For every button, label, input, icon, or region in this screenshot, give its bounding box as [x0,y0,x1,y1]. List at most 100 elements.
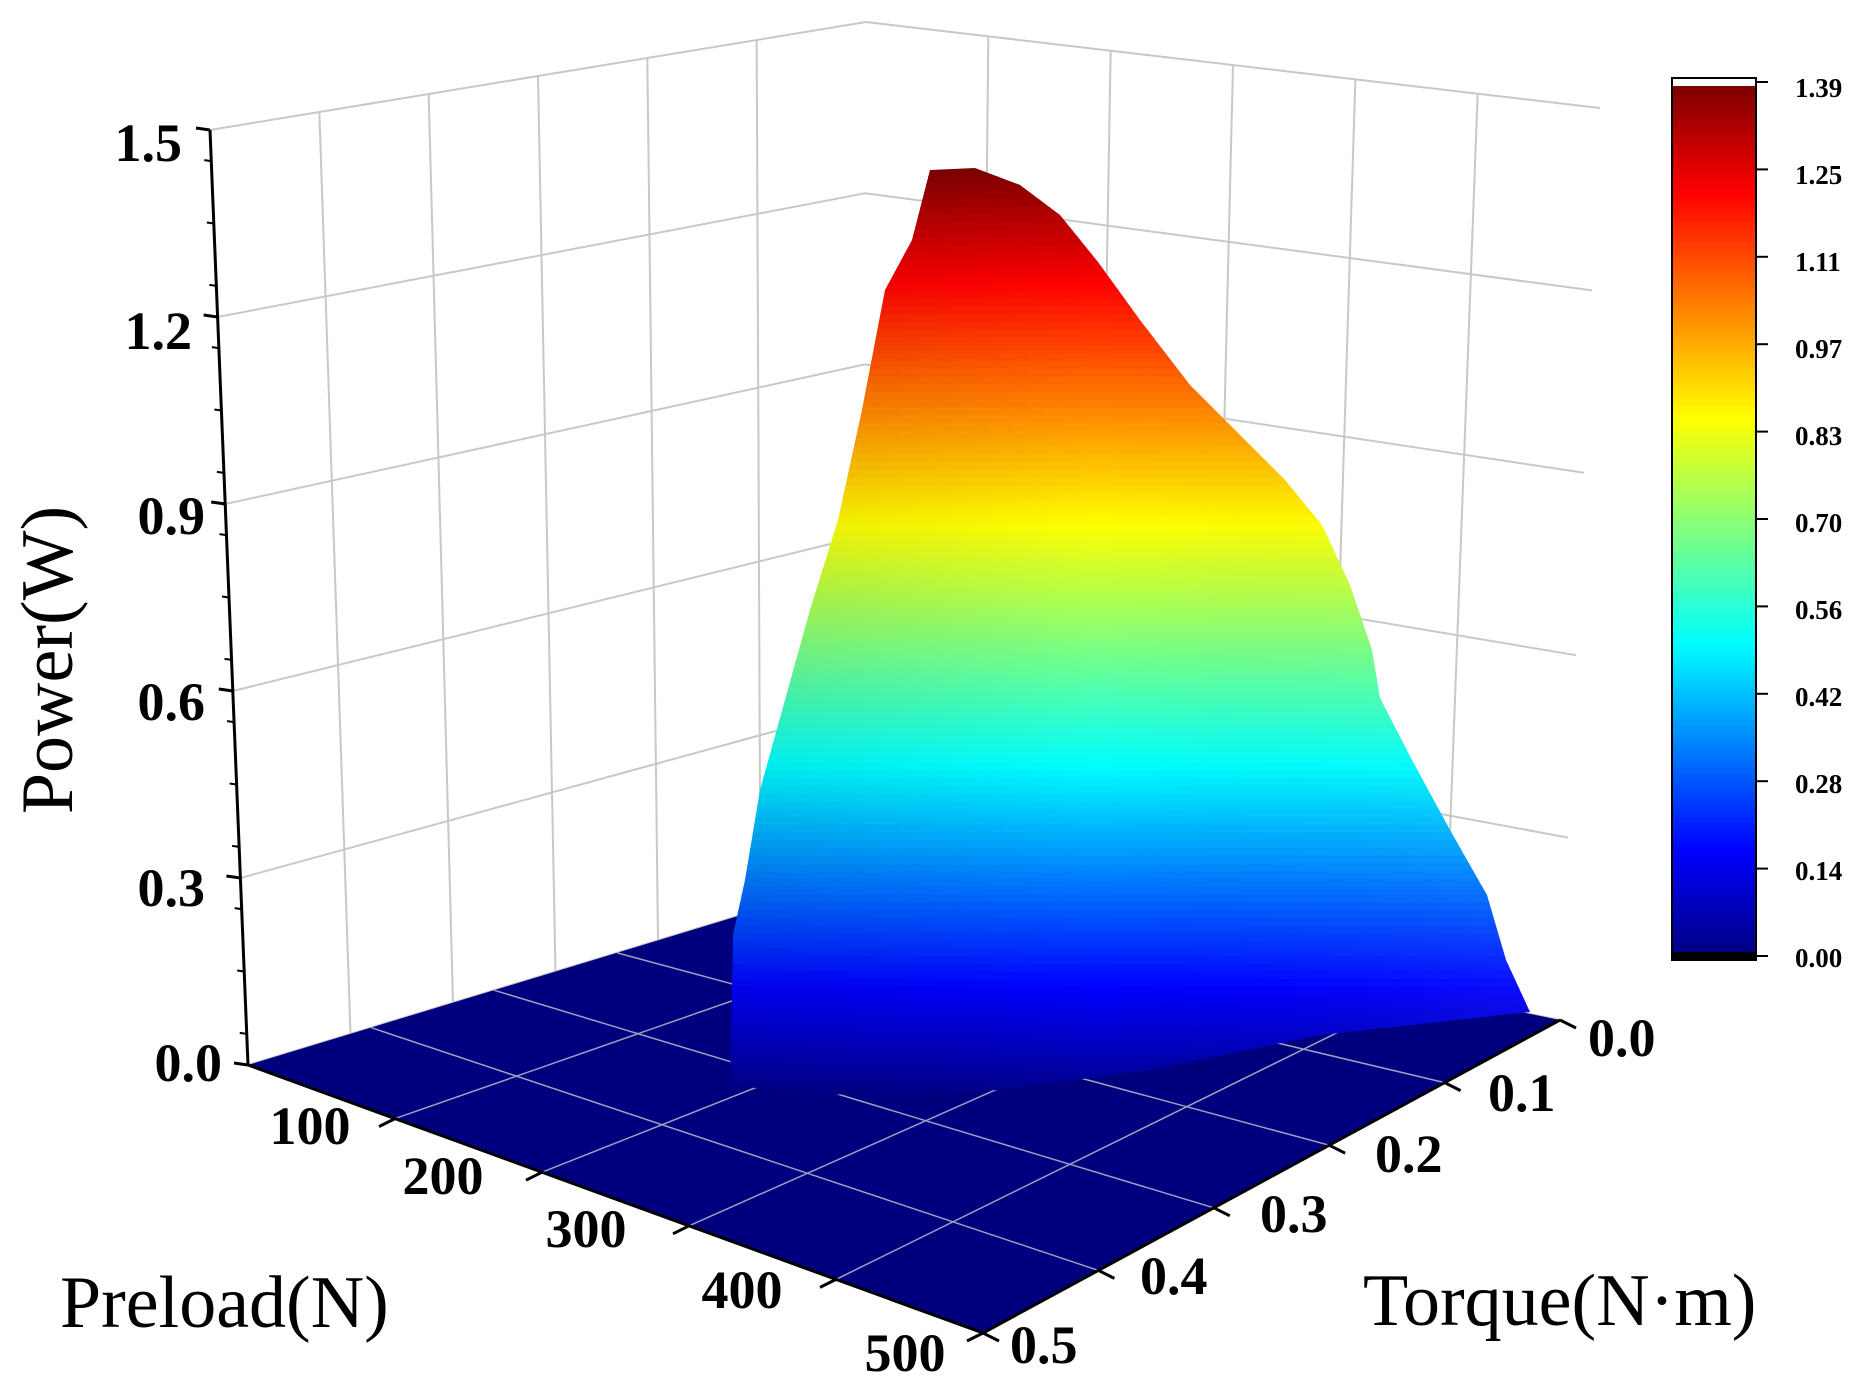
colorbar-segment [1672,188,1756,196]
colorbar-segment [1672,497,1756,504]
colorbar-segment [1672,648,1756,656]
colorbar-segment [1672,307,1756,315]
colorbar-segment [1672,611,1756,618]
colorbar-segment [1672,719,1756,726]
z-minor-tick [237,969,245,973]
left-wall [210,22,866,1065]
colorbar-segment [1672,708,1756,715]
colorbar-segment [1672,546,1756,553]
colorbar-segment [1672,730,1756,737]
colorbar-segment [1672,941,1756,948]
colorbar-segment [1672,302,1756,309]
colorbar-segment [1672,632,1756,640]
preload-tick-label: 500 [865,1323,946,1383]
colorbar-segment [1672,334,1756,342]
z-tick-label: 0.3 [138,858,206,918]
colorbar-segment [1672,773,1756,780]
colorbar-segment [1672,199,1756,207]
torque-tick-mark [1328,1143,1346,1155]
colorbar-segment [1672,367,1756,374]
colorbar-segment [1672,459,1756,466]
z-axis-ticks: 0.0 0.3 0.6 0.9 1.2 1.5 [115,113,223,1093]
colorbar-segment [1672,405,1756,412]
preload-axis-line [247,1063,984,1335]
z-minor-tick [231,844,240,848]
grid-line [537,75,557,972]
colorbar-segment [1672,378,1756,385]
grid-line [755,39,762,910]
colorbar-segment [1672,140,1756,147]
colorbar-segment [1672,508,1756,515]
grid-line [318,111,352,1034]
colorbar-tick-label: 0.42 [1795,682,1842,712]
colorbar-segment [1672,313,1756,320]
colorbar-segment [1672,935,1756,943]
colorbar-tick-label: 1.11 [1795,247,1841,277]
z-minor-tick [239,1031,247,1035]
colorbar-segment [1672,843,1756,851]
colorbar-segment [1672,735,1756,742]
grid-line [427,93,454,1003]
colorbar-segment [1672,242,1756,250]
torque-tick-mark [1097,1269,1116,1280]
colorbar-segment [1672,324,1756,331]
colorbar-segment [1672,659,1756,667]
z-tick-mark [203,313,218,319]
colorbar-segment [1672,757,1756,764]
colorbar-ticks: 0.00 0.14 0.28 0.42 0.56 0.70 0.83 0.97 … [1795,73,1842,973]
colorbar-segment [1672,372,1756,380]
colorbar-tick-label: 0.56 [1795,595,1842,625]
colorbar-segment [1672,594,1756,602]
colorbar-segment [1672,589,1756,596]
floor-grid-line [835,990,1421,1281]
z-minor-tick [226,720,235,724]
colorbar-segment [1672,351,1756,358]
torque-tick-label: 0.3 [1260,1184,1328,1244]
colorbar-segment [1672,854,1756,861]
colorbar-segment [1672,340,1756,347]
z-minor-tick [221,595,230,599]
floor-grid-line [370,1026,1099,1272]
colorbar-segment [1672,919,1756,926]
colorbar-segment [1672,627,1756,634]
colorbar-segment [1672,767,1756,775]
colorbar-segment [1672,205,1756,212]
colorbar-segment [1672,416,1756,423]
colorbar-segment [1672,183,1756,190]
colorbar-segment [1672,470,1756,477]
colorbar-segment [1672,297,1756,304]
colorbar-segment [1672,562,1756,569]
colorbar-segment [1672,318,1756,326]
colorbar-segment [1672,692,1756,699]
colorbar-segment [1672,178,1756,185]
colorbar-segment [1672,389,1756,396]
colorbar-segment [1672,129,1756,136]
colorbar-tick-label: 0.28 [1795,769,1842,799]
colorbar-segment [1672,654,1756,661]
colorbar-segment [1672,221,1756,228]
colorbar-segment [1672,167,1756,174]
z-tick-label: 0.0 [155,1033,223,1093]
preload-tick-label: 200 [403,1146,484,1206]
preload-tick-mark [672,1224,690,1236]
preload-tick-mark [525,1170,543,1182]
colorbar-segment [1672,795,1756,802]
preload-tick-mark [378,1117,396,1128]
colorbar-segment [1672,870,1756,878]
colorbar-segment [1672,264,1756,272]
z-tick-label: 0.6 [138,672,206,732]
colorbar-segment [1672,665,1756,672]
colorbar-bottom-cap [1672,952,1756,960]
torque-tick-label: 0.1 [1488,1063,1556,1123]
colorbar-segment [1672,859,1756,867]
colorbar-segment [1672,838,1756,845]
colorbar-segment [1672,150,1756,158]
z-tick-label: 1.2 [125,301,193,361]
colorbar-segment [1672,286,1756,293]
colorbar-segment [1672,703,1756,710]
torque-tick-label: 0.5 [1010,1315,1078,1375]
colorbar-segment [1672,800,1756,807]
torque-tick-mark [982,1331,1000,1343]
colorbar-segment [1672,291,1756,299]
